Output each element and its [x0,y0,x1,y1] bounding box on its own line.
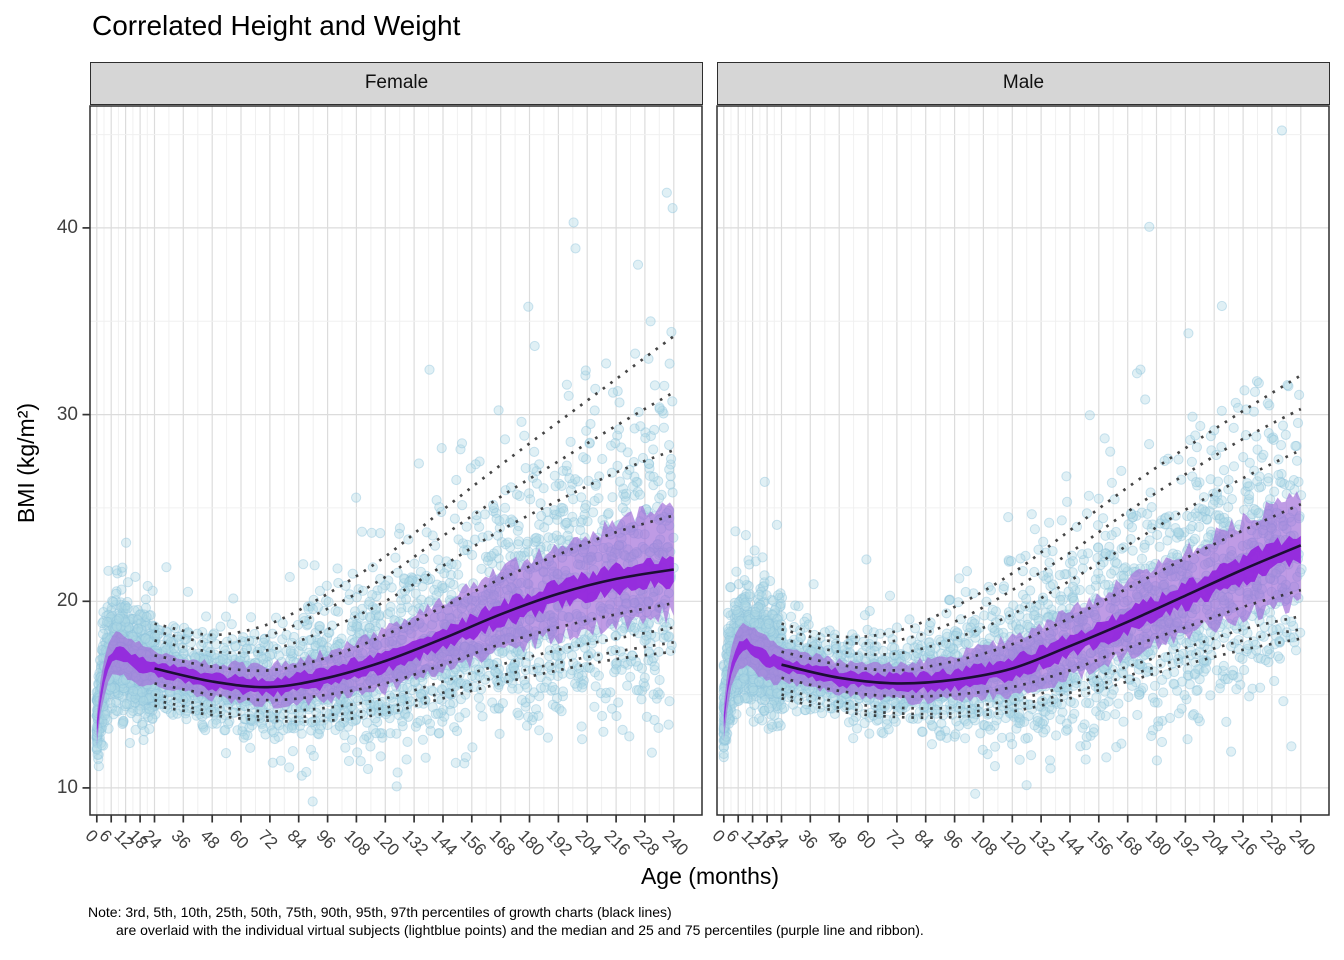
y-tick-label: 20 [56,590,78,612]
y-tick-label: 40 [56,216,78,238]
p50-solid-line [154,568,675,689]
percentile-dotted-p75 [781,502,1302,672]
percentile-dotted-p25 [154,601,675,702]
note-line-1: Note: 3rd, 5th, 10th, 25th, 50th, 75th, … [88,904,672,920]
percentile-dotted-p95 [154,391,675,644]
percentile-dotted-p5 [781,627,1302,716]
facet-panel-female [82,105,703,823]
x-axis-title: Age (months) [640,863,780,889]
percentile-dotted-p95 [781,407,1302,645]
y-axis-title: BMI (kg/m²) [13,402,39,524]
percentile-dotted-p97 [781,374,1302,639]
panel-border [716,105,1330,816]
facet-panel-male [716,105,1330,823]
percentile-dotted-p3 [781,637,1302,720]
chart-title: Correlated Height and Weight [92,10,461,41]
percentile-dotted-p97 [154,335,675,637]
p50-solid-line [781,544,1302,685]
facet-strip-female-label: Female [364,72,429,93]
note-line-2: are overlaid with the individual virtual… [116,922,924,938]
facet-strip-male: Male [717,62,1330,105]
median-band [723,535,1301,728]
percentile-dotted-p75 [154,514,675,673]
facet-strip-female: Female [90,62,703,105]
y-tick-label: 30 [56,403,78,425]
median-band [96,556,674,736]
panel-border [89,105,703,816]
percentile-dotted-p90 [154,448,675,655]
facet-strip-male-label: Male [1002,72,1045,93]
percentile-dotted-p10 [154,626,675,713]
y-tick-label: 10 [56,776,78,798]
percentile-dotted-p90 [781,448,1302,656]
